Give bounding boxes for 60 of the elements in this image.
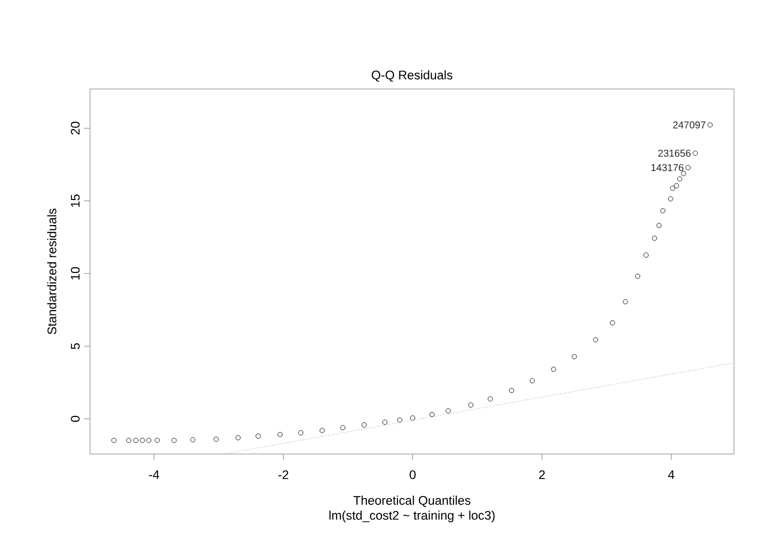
point (622, 299, 628, 304)
point (256, 434, 261, 439)
point (430, 412, 435, 418)
point (382, 420, 388, 425)
point (530, 378, 535, 384)
point (670, 186, 676, 191)
point (660, 208, 666, 214)
x-tick-label: 0 (410, 470, 416, 480)
point (708, 122, 713, 128)
point (610, 320, 616, 326)
point (362, 422, 367, 428)
annotation: 143176 (651, 164, 684, 172)
point (298, 430, 304, 436)
point (635, 274, 640, 279)
chart-title: Q-Q Residuals (372, 70, 452, 82)
point (340, 425, 346, 430)
point (509, 388, 514, 394)
point (674, 183, 680, 188)
point (488, 396, 493, 402)
point (686, 165, 691, 170)
point (446, 408, 451, 414)
point (133, 438, 138, 443)
point (410, 415, 416, 421)
point (172, 438, 177, 443)
point (692, 150, 698, 156)
point (397, 417, 402, 423)
x-tick-label: 4 (668, 470, 674, 479)
y-tick-label: 15 (70, 194, 80, 207)
y-tick-label: 5 (70, 343, 80, 350)
point (154, 438, 160, 443)
point (681, 171, 686, 176)
point (320, 428, 325, 434)
point (126, 438, 132, 443)
x-axis-title: Theoretical Quantiles (353, 496, 470, 508)
point (668, 196, 674, 202)
y-tick-label: 10 (70, 267, 80, 280)
point (214, 436, 219, 442)
annotation: 247097 (673, 121, 706, 128)
x-tick-label: 2 (539, 470, 545, 480)
point (677, 176, 682, 182)
y-tick-label: 0 (70, 416, 80, 422)
point (111, 438, 116, 443)
point (551, 366, 556, 372)
annotation: 231656 (658, 150, 691, 157)
text: lm(std_cost2 ~ training + loc3) (329, 510, 495, 522)
point (652, 236, 658, 241)
point (593, 337, 598, 342)
point (146, 438, 152, 443)
point (644, 252, 649, 258)
x-tick-label: -4 (149, 470, 160, 479)
point (236, 435, 241, 440)
point (468, 402, 474, 408)
point (190, 437, 196, 442)
x-tick-label: -2 (278, 470, 288, 480)
y-axis-title: Standardized residuals (47, 208, 56, 334)
y-tick-label: 20 (70, 122, 80, 135)
point (278, 432, 283, 438)
point (140, 438, 145, 443)
point (572, 354, 577, 360)
point (656, 223, 662, 228)
